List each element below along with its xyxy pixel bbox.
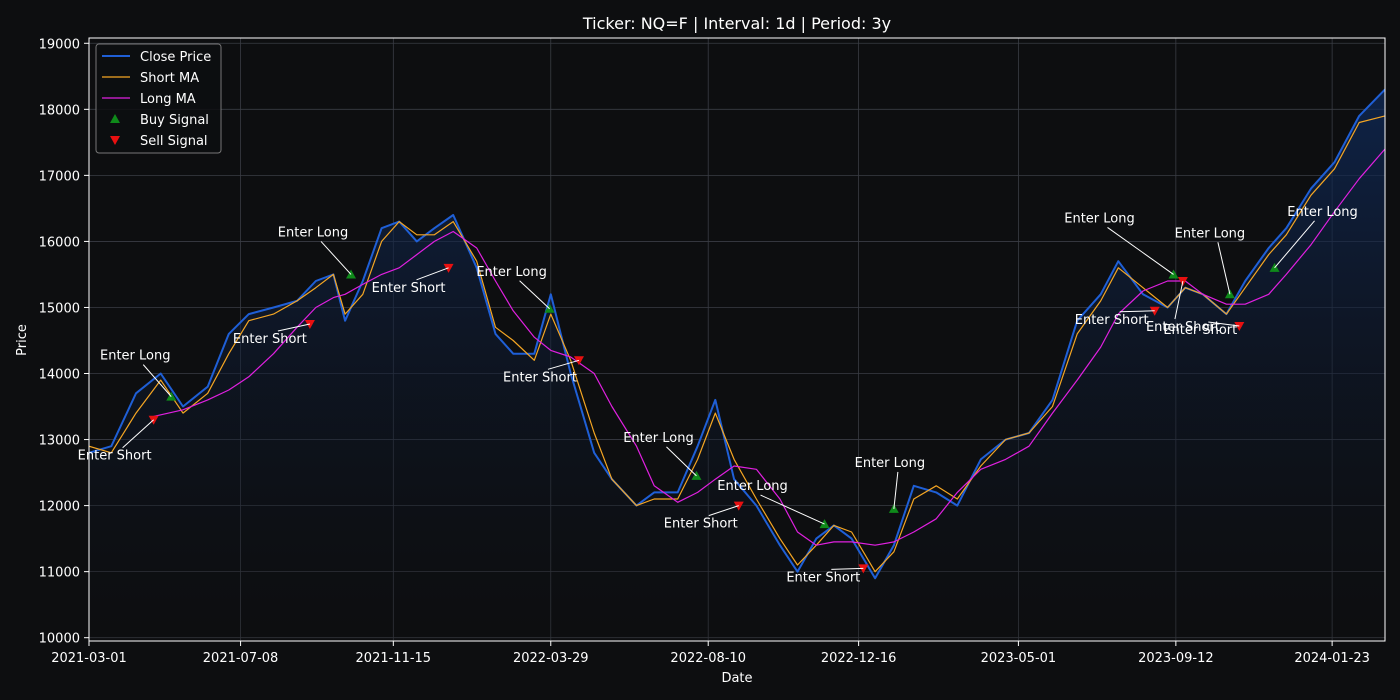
- legend-label: Long MA: [140, 92, 196, 107]
- y-tick-label: 14000: [39, 368, 80, 383]
- x-tick-label: 2021-11-15: [356, 651, 432, 666]
- x-tick-label: 2022-12-16: [821, 651, 897, 666]
- buy-annotation-arrow: [142, 364, 172, 397]
- y-tick-label: 13000: [39, 434, 80, 449]
- y-tick-label: 15000: [39, 301, 80, 316]
- sell-annotation-arrow: [1208, 321, 1240, 327]
- buy-annotation-arrow: [1274, 220, 1315, 269]
- x-tick-label: 2022-08-10: [670, 651, 746, 666]
- y-axis: 10000 11000 12000 13000 14000 15000 16000 17000…: [39, 37, 89, 647]
- buy-annotation-arrow: [1217, 242, 1231, 295]
- x-tick-label: 2021-07-08: [203, 651, 279, 666]
- close-price-area: [89, 89, 1385, 641]
- sell-annotation: Enter Short: [78, 449, 152, 464]
- legend: Close Price Short MA Long MA Buy Signal Sell…: [95, 43, 222, 154]
- buy-annotation: Enter Long: [100, 349, 170, 364]
- sell-signal-marker: [1234, 321, 1245, 331]
- sell-annotation-arrow: [416, 267, 449, 281]
- y-axis-label: Price: [15, 324, 30, 356]
- sell-annotation-arrow: [831, 567, 864, 570]
- buy-annotation: Enter Long: [855, 456, 925, 471]
- legend-box: [95, 43, 222, 154]
- buy-annotation-arrow: [893, 471, 899, 509]
- x-axis: 2021-03-01 2021-07-08 2021-11-15 2022-03-29…: [51, 641, 1370, 666]
- x-tick-label: 2021-03-01: [51, 651, 127, 666]
- sell-annotation: Enter Short: [1163, 323, 1237, 338]
- buy-annotation-arrow: [666, 446, 697, 477]
- chart-title: Ticker: NQ=F | Interval: 1d | Period: 3y: [582, 14, 891, 33]
- plot-frame: [88, 37, 1386, 642]
- legend-label: Buy Signal: [140, 113, 209, 128]
- y-tick-label: 19000: [39, 37, 80, 52]
- sell-annotation: Enter Short: [372, 281, 446, 296]
- y-tick-label: 11000: [39, 566, 80, 581]
- annotation-layer: Enter Long Enter Long Enter Long Enter Long…: [78, 205, 1358, 586]
- y-tick-label: 12000: [39, 500, 80, 515]
- buy-annotation: Enter Long: [623, 431, 693, 446]
- series-short-ma: [89, 115, 1385, 573]
- sell-annotation: Enter Short: [233, 332, 307, 347]
- buy-annotation: Enter Long: [1064, 211, 1134, 226]
- sell-annotation-arrow: [122, 419, 154, 449]
- buy-annotation: Enter Long: [1287, 205, 1357, 220]
- sell-annotation-arrow: [708, 505, 739, 517]
- sell-annotation: Enter Short: [664, 517, 738, 532]
- close-fill: [89, 89, 1385, 641]
- sell-annotation: Enter Short: [1075, 313, 1149, 328]
- buy-annotation-arrow: [320, 241, 352, 275]
- legend-swatch: [110, 114, 120, 123]
- sell-annotation-arrow: [1174, 280, 1184, 320]
- sell-annotation: Enter Short: [503, 370, 577, 385]
- y-tick-label: 18000: [39, 103, 80, 118]
- buy-annotation-arrow: [519, 280, 550, 310]
- x-tick-label: 2023-05-01: [981, 651, 1057, 666]
- x-axis-label: Date: [721, 671, 752, 686]
- y-tick-label: 17000: [39, 169, 80, 184]
- legend-label: Sell Signal: [140, 134, 208, 149]
- series-close-price: [89, 88, 1385, 580]
- sell-annotation-arrow: [1119, 310, 1155, 313]
- legend-label: Close Price: [140, 50, 211, 65]
- series-long-ma: [153, 148, 1385, 546]
- sell-annotation: Enter Short: [786, 570, 860, 585]
- sell-annotation-arrow: [547, 359, 580, 370]
- legend-swatch: [110, 136, 120, 145]
- buy-annotation: Enter Long: [717, 479, 787, 494]
- buy-annotation-arrow: [760, 494, 825, 525]
- x-tick-label: 2022-03-29: [513, 651, 589, 666]
- sell-annotation-arrow: [277, 323, 311, 332]
- x-tick-label: 2024-01-23: [1294, 651, 1370, 666]
- series-layer: [89, 88, 1385, 580]
- y-tick-label: 10000: [39, 632, 80, 647]
- buy-annotation: Enter Long: [278, 225, 348, 240]
- legend-label: Short MA: [140, 71, 199, 86]
- x-tick-label: 2023-09-12: [1138, 651, 1214, 666]
- sell-annotation: Enter Short: [1146, 320, 1220, 335]
- buy-annotation: Enter Long: [1175, 226, 1245, 241]
- y-tick-label: 16000: [39, 235, 80, 250]
- buy-annotation: Enter Long: [476, 265, 546, 280]
- buy-annotation-arrow: [1107, 227, 1174, 275]
